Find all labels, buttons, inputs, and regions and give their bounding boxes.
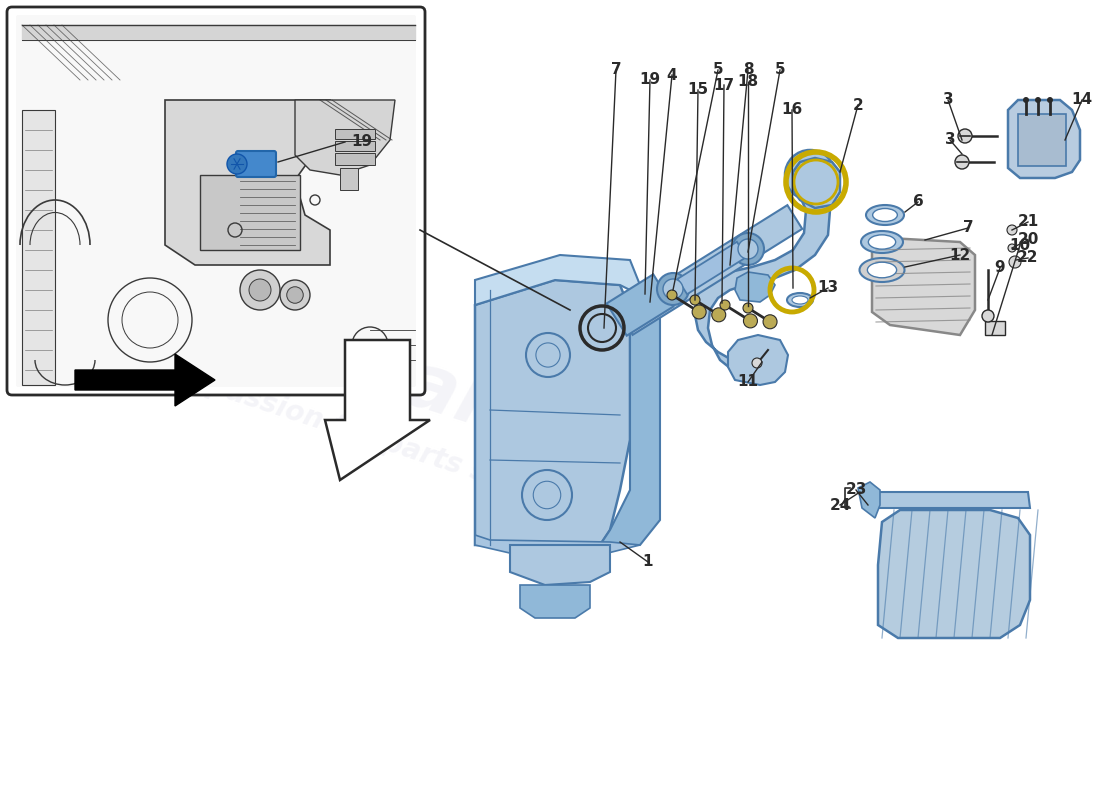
Text: 12: 12 — [949, 247, 970, 262]
Text: 13: 13 — [817, 281, 838, 295]
Text: 2: 2 — [852, 98, 864, 113]
Circle shape — [240, 270, 280, 310]
Polygon shape — [295, 100, 395, 175]
Polygon shape — [22, 110, 55, 385]
Circle shape — [1047, 97, 1053, 103]
Polygon shape — [872, 238, 975, 335]
Text: 17: 17 — [714, 78, 735, 93]
Polygon shape — [728, 335, 788, 385]
Polygon shape — [75, 354, 214, 406]
Polygon shape — [878, 510, 1030, 638]
Polygon shape — [1008, 100, 1080, 178]
FancyBboxPatch shape — [236, 151, 276, 177]
Polygon shape — [324, 340, 430, 480]
FancyBboxPatch shape — [7, 7, 425, 395]
Circle shape — [287, 286, 304, 303]
Text: 14: 14 — [1071, 93, 1092, 107]
Circle shape — [744, 314, 758, 328]
Circle shape — [692, 305, 706, 319]
Text: 8: 8 — [742, 62, 754, 78]
Text: 9: 9 — [994, 261, 1005, 275]
Bar — [200, 175, 300, 250]
Circle shape — [720, 300, 730, 310]
Polygon shape — [510, 545, 610, 585]
Ellipse shape — [786, 293, 813, 307]
Text: 23: 23 — [845, 482, 867, 498]
Circle shape — [1009, 256, 1021, 268]
Polygon shape — [475, 280, 630, 545]
Polygon shape — [600, 285, 660, 545]
Circle shape — [657, 273, 689, 305]
Circle shape — [958, 129, 972, 143]
Circle shape — [280, 280, 310, 310]
Polygon shape — [878, 492, 1030, 508]
Bar — [340, 168, 358, 190]
Circle shape — [982, 310, 994, 322]
Circle shape — [785, 150, 835, 200]
Circle shape — [955, 155, 969, 169]
Text: 21: 21 — [1018, 214, 1038, 230]
Polygon shape — [165, 100, 330, 265]
Ellipse shape — [859, 258, 904, 282]
Text: 5: 5 — [713, 62, 724, 78]
Circle shape — [690, 295, 700, 305]
Circle shape — [663, 279, 683, 299]
Polygon shape — [735, 272, 776, 302]
Polygon shape — [520, 585, 590, 618]
Text: 24: 24 — [829, 498, 850, 513]
Circle shape — [1023, 97, 1028, 103]
Text: 5: 5 — [774, 62, 785, 78]
Polygon shape — [695, 180, 830, 380]
Circle shape — [763, 314, 777, 329]
Text: 3: 3 — [943, 93, 954, 107]
Text: 16: 16 — [781, 102, 803, 118]
Bar — [336, 141, 375, 151]
Circle shape — [732, 233, 764, 265]
Polygon shape — [793, 158, 840, 208]
Polygon shape — [858, 482, 880, 518]
FancyBboxPatch shape — [16, 15, 416, 387]
Polygon shape — [606, 274, 673, 336]
Ellipse shape — [868, 262, 896, 278]
Text: 15: 15 — [688, 82, 708, 98]
Text: 6: 6 — [913, 194, 923, 210]
Circle shape — [667, 290, 676, 300]
Text: 11: 11 — [737, 374, 759, 390]
Circle shape — [1008, 244, 1016, 252]
Circle shape — [738, 239, 758, 259]
Ellipse shape — [868, 235, 895, 249]
Bar — [1018, 114, 1066, 166]
Circle shape — [249, 279, 271, 301]
Bar — [984, 321, 1005, 335]
Circle shape — [712, 308, 726, 322]
Polygon shape — [678, 242, 747, 294]
Bar — [336, 129, 375, 139]
Text: 1: 1 — [642, 554, 653, 570]
Circle shape — [752, 358, 762, 368]
Text: 3: 3 — [945, 133, 955, 147]
Circle shape — [742, 303, 754, 313]
Text: 22: 22 — [1018, 250, 1038, 266]
Polygon shape — [618, 205, 802, 335]
Text: a passion for parts since...: a passion for parts since... — [177, 362, 583, 518]
Text: 19: 19 — [351, 134, 373, 150]
Text: 19: 19 — [639, 73, 661, 87]
Text: 7: 7 — [962, 221, 974, 235]
Ellipse shape — [861, 231, 903, 253]
Bar — [336, 153, 375, 165]
Text: europarts: europarts — [158, 270, 582, 470]
Ellipse shape — [792, 296, 808, 304]
Text: 18: 18 — [737, 74, 759, 90]
Ellipse shape — [866, 205, 904, 225]
Text: 10: 10 — [1010, 238, 1031, 253]
Circle shape — [1006, 225, 1018, 235]
Text: 7: 7 — [610, 62, 621, 78]
Polygon shape — [475, 535, 640, 560]
Text: 4: 4 — [667, 67, 678, 82]
Circle shape — [1035, 97, 1041, 103]
Circle shape — [227, 154, 248, 174]
Ellipse shape — [872, 209, 898, 222]
Polygon shape — [475, 255, 640, 305]
Text: 20: 20 — [1018, 233, 1038, 247]
